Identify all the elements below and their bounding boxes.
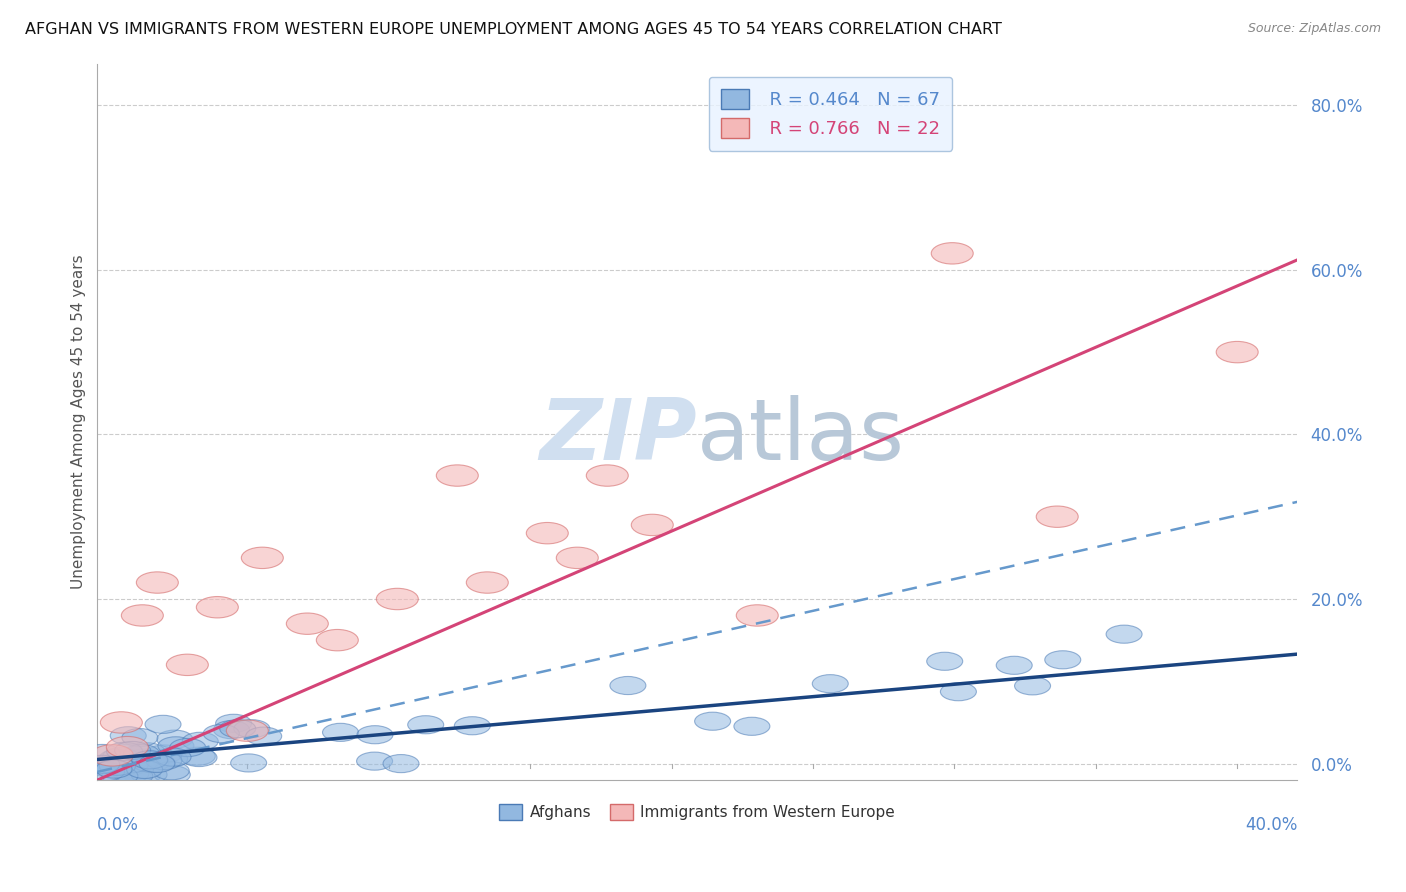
Ellipse shape [146,745,183,763]
Ellipse shape [214,721,249,739]
Ellipse shape [112,755,149,772]
Ellipse shape [357,752,392,770]
Ellipse shape [121,605,163,626]
Ellipse shape [231,754,267,772]
Ellipse shape [181,748,217,766]
Ellipse shape [467,572,509,593]
Ellipse shape [131,765,167,784]
Ellipse shape [357,726,392,744]
Ellipse shape [90,759,127,777]
Ellipse shape [152,749,187,768]
Ellipse shape [610,676,645,695]
Ellipse shape [219,720,256,738]
Ellipse shape [631,514,673,535]
Ellipse shape [382,755,419,772]
Ellipse shape [526,523,568,544]
Legend: Afghans, Immigrants from Western Europe: Afghans, Immigrants from Western Europe [494,798,901,826]
Ellipse shape [127,749,162,767]
Ellipse shape [100,757,135,775]
Text: 0.0%: 0.0% [97,816,139,834]
Ellipse shape [89,763,125,780]
Ellipse shape [695,712,731,731]
Ellipse shape [82,756,118,774]
Ellipse shape [136,572,179,593]
Ellipse shape [997,657,1032,674]
Text: atlas: atlas [697,395,905,478]
Ellipse shape [132,751,167,769]
Ellipse shape [287,613,329,634]
Ellipse shape [104,751,139,769]
Ellipse shape [155,748,191,766]
Ellipse shape [96,760,132,778]
Ellipse shape [377,589,419,610]
Ellipse shape [927,652,963,671]
Ellipse shape [124,745,159,763]
Ellipse shape [941,682,976,701]
Ellipse shape [737,605,779,626]
Ellipse shape [84,745,121,763]
Ellipse shape [91,745,134,766]
Ellipse shape [246,727,281,745]
Ellipse shape [115,767,150,785]
Ellipse shape [813,674,848,693]
Ellipse shape [107,737,149,758]
Text: ZIP: ZIP [540,395,697,478]
Ellipse shape [112,764,149,783]
Ellipse shape [170,739,205,756]
Ellipse shape [157,737,194,755]
Ellipse shape [1036,506,1078,527]
Text: AFGHAN VS IMMIGRANTS FROM WESTERN EUROPE UNEMPLOYMENT AMONG AGES 45 TO 54 YEARS : AFGHAN VS IMMIGRANTS FROM WESTERN EUROPE… [25,22,1002,37]
Ellipse shape [100,749,135,767]
Ellipse shape [226,720,269,741]
Ellipse shape [408,715,444,734]
Ellipse shape [125,756,160,773]
Ellipse shape [153,762,190,780]
Ellipse shape [84,756,120,773]
Y-axis label: Unemployment Among Ages 45 to 54 years: Unemployment Among Ages 45 to 54 years [72,255,86,590]
Ellipse shape [122,729,157,747]
Ellipse shape [204,724,239,742]
Text: 40.0%: 40.0% [1244,816,1298,834]
Ellipse shape [103,747,138,765]
Ellipse shape [931,243,973,264]
Ellipse shape [110,727,146,745]
Ellipse shape [557,547,599,568]
Ellipse shape [454,716,491,735]
Ellipse shape [586,465,628,486]
Ellipse shape [101,767,138,785]
Ellipse shape [157,730,193,748]
Ellipse shape [127,760,163,779]
Ellipse shape [242,547,284,568]
Ellipse shape [139,755,174,772]
Ellipse shape [115,741,150,759]
Ellipse shape [1015,677,1050,695]
Ellipse shape [1107,625,1142,643]
Ellipse shape [166,654,208,675]
Ellipse shape [129,743,165,761]
Ellipse shape [197,597,239,618]
Ellipse shape [215,714,252,732]
Ellipse shape [155,765,190,784]
Ellipse shape [1045,651,1081,669]
Ellipse shape [132,754,169,772]
Ellipse shape [145,715,181,733]
Ellipse shape [1216,342,1258,363]
Ellipse shape [107,742,142,760]
Ellipse shape [146,752,181,770]
Ellipse shape [316,630,359,651]
Ellipse shape [117,767,153,785]
Ellipse shape [100,712,142,733]
Ellipse shape [183,732,218,750]
Text: Source: ZipAtlas.com: Source: ZipAtlas.com [1247,22,1381,36]
Ellipse shape [139,754,176,772]
Ellipse shape [322,723,359,741]
Ellipse shape [734,717,770,735]
Ellipse shape [180,747,215,765]
Ellipse shape [124,767,160,785]
Ellipse shape [436,465,478,486]
Ellipse shape [233,720,270,738]
Ellipse shape [111,757,148,775]
